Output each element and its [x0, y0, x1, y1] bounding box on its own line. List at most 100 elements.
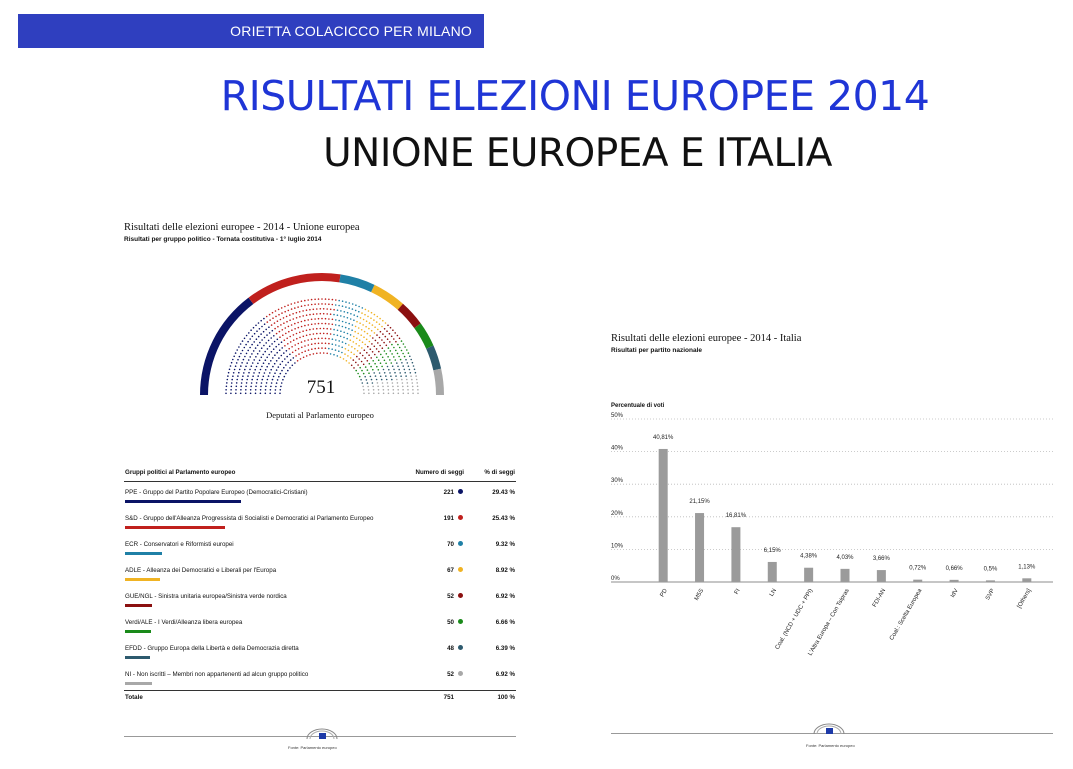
seat-dot — [269, 319, 271, 321]
seat-dot — [394, 371, 396, 374]
seat-dot — [374, 353, 376, 356]
seat-dot — [346, 317, 349, 319]
total-label: Totale — [125, 694, 143, 701]
group-name: S&D - Gruppo dell'Alleanza Progressista … — [125, 515, 374, 522]
group-color-dot — [458, 489, 463, 494]
hemicycle-segment — [414, 323, 434, 349]
seat-dot — [280, 354, 283, 357]
seat-dot — [338, 319, 340, 322]
seat-dot — [273, 322, 276, 324]
seat-dot — [372, 360, 374, 362]
seat-dot — [382, 389, 385, 391]
seat-dot — [304, 319, 306, 322]
seat-dot — [304, 340, 306, 342]
seat-dot — [291, 329, 293, 331]
seat-dot — [317, 347, 320, 349]
seat-dot — [255, 385, 257, 388]
seat-dot — [307, 344, 310, 346]
seat-dot — [248, 332, 250, 334]
seat-dot — [252, 375, 254, 377]
seat-dot — [319, 308, 322, 310]
page-title: RISULTATI ELEZIONI EUROPEE 2014 — [220, 72, 930, 120]
seat-dot — [366, 332, 369, 335]
seat-dot — [274, 392, 276, 395]
seat-dot — [416, 382, 418, 384]
seat-dot — [388, 332, 391, 335]
seat-dot — [266, 334, 268, 336]
seat-dot — [265, 382, 268, 384]
seat-dot — [292, 357, 295, 359]
seat-dot — [348, 362, 350, 364]
seat-dot — [411, 382, 414, 384]
seat-dot — [351, 329, 353, 331]
seat-dot — [297, 306, 299, 308]
seat-dot — [265, 342, 267, 344]
seat-dot — [351, 303, 354, 305]
seat-dot — [348, 322, 350, 325]
group-seat-bar — [125, 578, 160, 581]
x-tick-label: PD — [660, 587, 670, 598]
bar-value-label: 4,38% — [800, 554, 818, 560]
seat-dot — [316, 327, 318, 330]
seat-dot — [263, 372, 266, 374]
seat-dot — [351, 324, 354, 326]
seat-dot — [346, 311, 349, 314]
seat-dot — [232, 372, 235, 374]
seat-dot — [236, 378, 238, 381]
seat-dot — [328, 318, 330, 320]
seat-dot — [357, 364, 359, 366]
seat-dot — [398, 355, 400, 358]
seat-dot — [364, 357, 366, 359]
seat-dot — [305, 309, 308, 311]
seat-dot — [261, 365, 263, 368]
group-pct: 25.43 % — [492, 515, 515, 522]
seat-dot — [285, 372, 287, 375]
seat-dot — [296, 360, 299, 362]
seat-dot — [232, 375, 234, 377]
seat-dot — [399, 372, 401, 374]
seat-dot — [373, 392, 375, 395]
seat-dot — [368, 322, 371, 324]
seat-dot — [277, 366, 280, 368]
seat-dot — [382, 385, 384, 388]
seat-dot — [402, 352, 404, 355]
seat-dot — [264, 392, 267, 395]
x-tick-label: FDI-AN — [872, 588, 887, 608]
seat-dot — [243, 346, 246, 349]
seat-dot — [257, 322, 260, 324]
seat-dot — [400, 375, 402, 377]
seat-dot — [324, 322, 327, 325]
seat-dot — [376, 356, 378, 359]
seat-dot — [270, 382, 273, 384]
seat-dot — [358, 345, 360, 347]
seat-dot — [355, 361, 357, 364]
seat-dot — [390, 335, 393, 338]
seat-dot — [253, 372, 255, 374]
seat-dot — [378, 323, 381, 325]
seat-dot — [377, 328, 379, 331]
seat-dot — [406, 378, 408, 381]
seat-dot — [391, 382, 394, 384]
seat-dot — [287, 343, 289, 345]
bar — [985, 580, 995, 582]
seat-dot — [276, 351, 278, 354]
seat-dot — [329, 328, 332, 330]
seat-dot — [229, 365, 232, 367]
bar — [767, 561, 777, 582]
seat-dot — [401, 382, 404, 384]
eu-center-label: Deputati al Parlamento europeo — [266, 410, 374, 420]
seat-dot — [375, 321, 378, 323]
seat-dot — [257, 335, 260, 338]
seat-dot — [289, 341, 292, 343]
seat-dot — [317, 337, 320, 340]
seat-dot — [279, 336, 281, 338]
seat-dot — [281, 312, 283, 314]
seat-dot — [358, 305, 360, 308]
seat-dot — [284, 305, 286, 308]
seat-dot — [365, 325, 367, 328]
seat-dot — [321, 337, 323, 340]
seat-dot — [268, 353, 270, 356]
seat-dot — [358, 310, 360, 313]
seat-dot — [349, 357, 352, 359]
seat-dot — [312, 313, 315, 315]
